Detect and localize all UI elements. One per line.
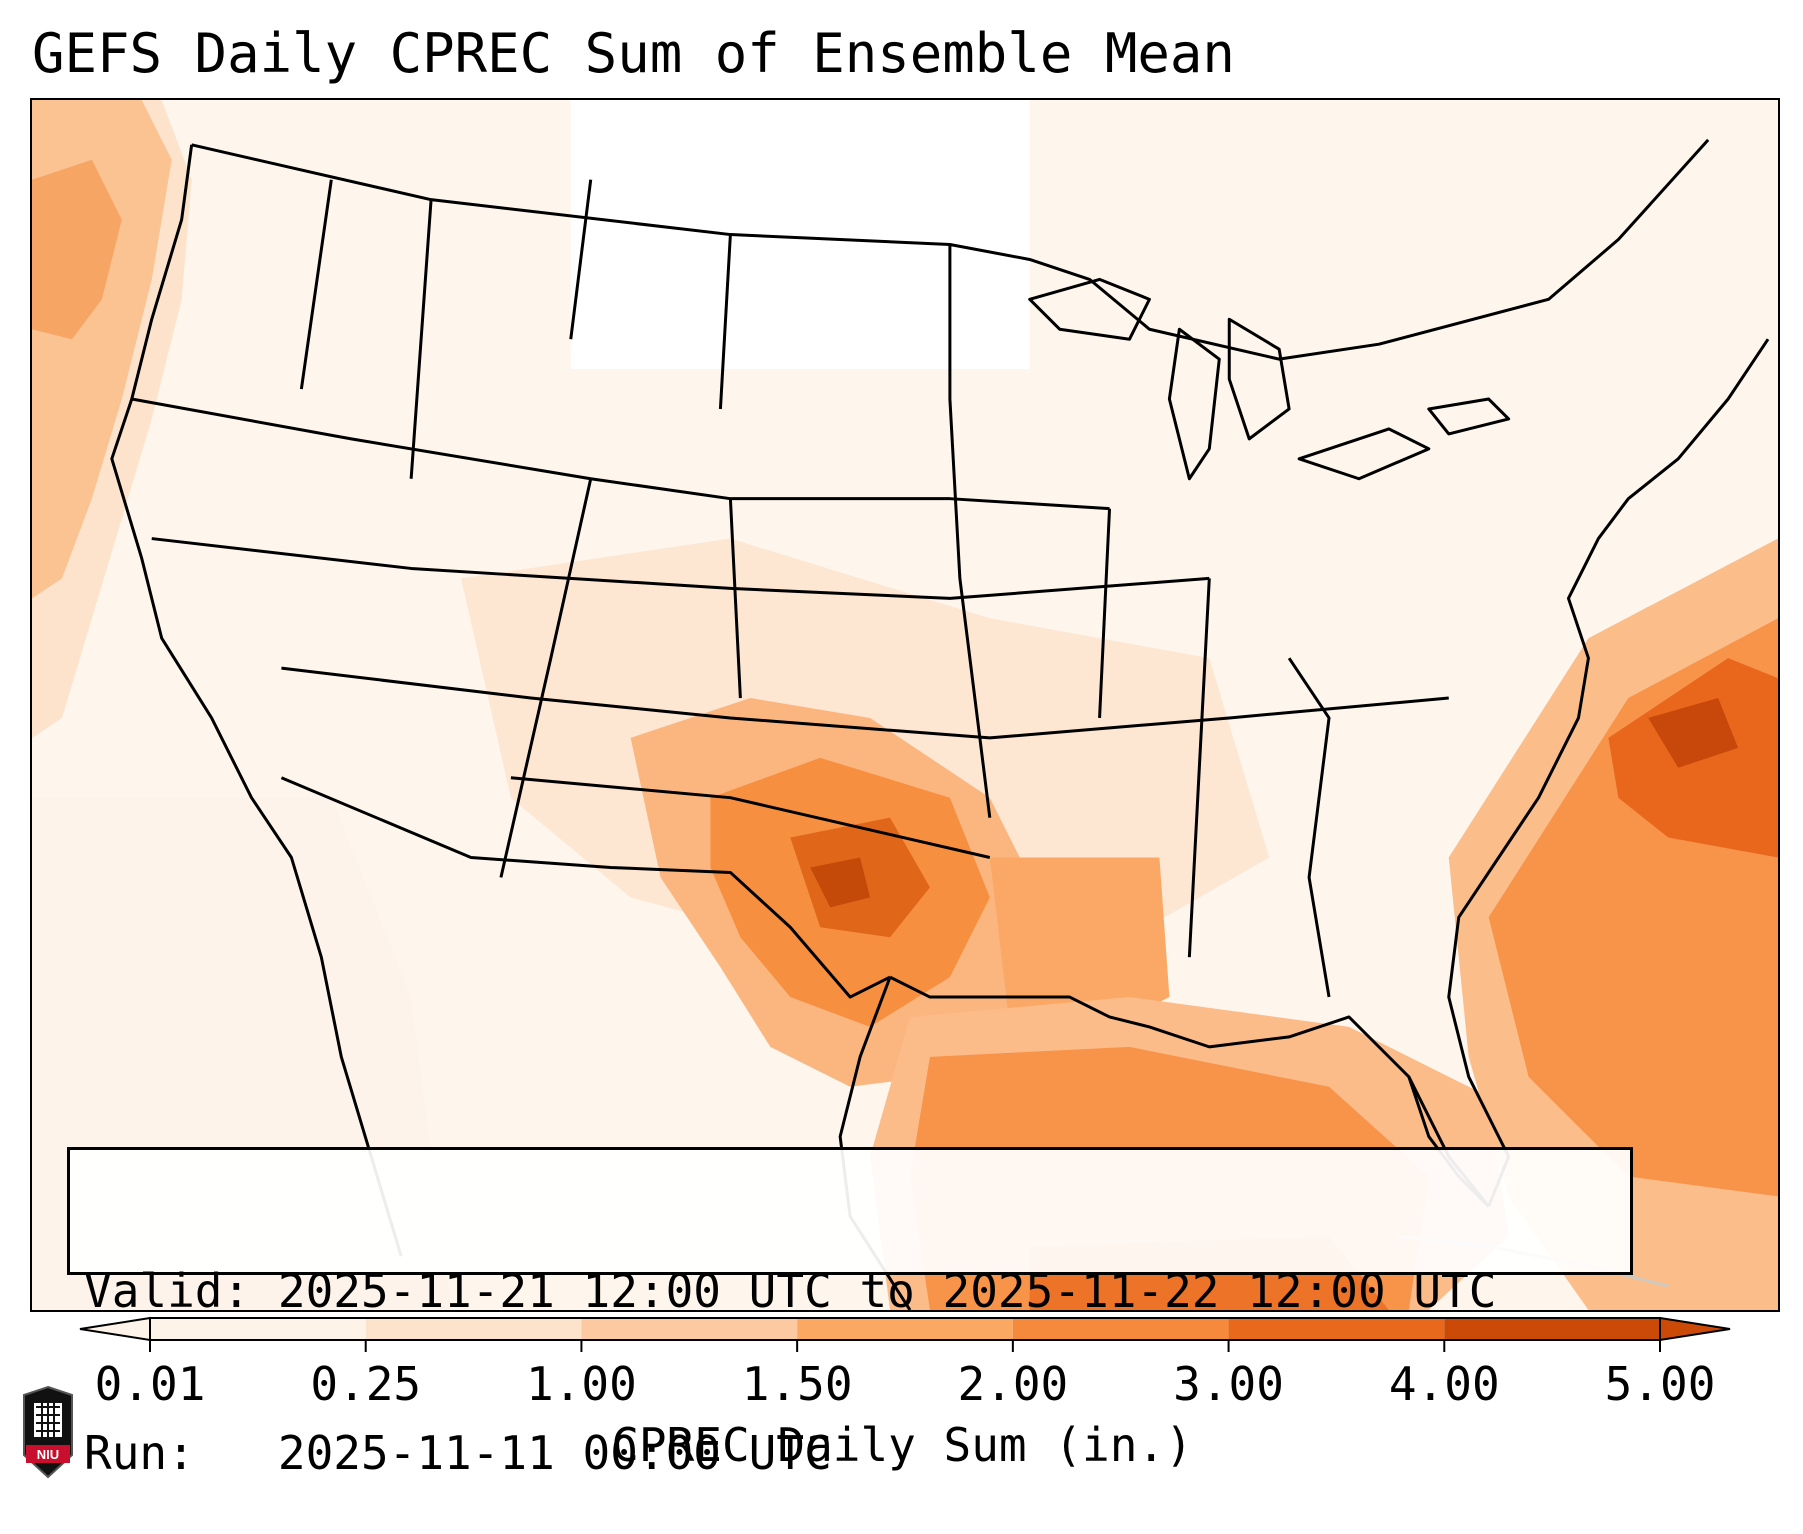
colorbar-segment bbox=[1444, 1318, 1660, 1340]
colorbar-segment bbox=[365, 1318, 582, 1340]
colorbar-tick-label: 4.00 bbox=[1388, 1357, 1500, 1411]
map-title: GEFS Daily CPREC Sum of Ensemble Mean bbox=[32, 22, 1235, 85]
us-mexico-border bbox=[280, 776, 891, 999]
run-line: Run: 2025-11-11 00:00 UTC bbox=[84, 1426, 1616, 1480]
pacific-coast bbox=[110, 144, 403, 1257]
colorbar-segment bbox=[581, 1318, 798, 1340]
valid-run-infobox: Valid: 2025-11-21 12:00 UTC to 2025-11-2… bbox=[67, 1147, 1633, 1480]
colorbar-tick-label: 5.00 bbox=[1604, 1357, 1716, 1411]
valid-line: Valid: 2025-11-21 12:00 UTC to 2025-11-2… bbox=[84, 1264, 1616, 1318]
texas-max bbox=[810, 857, 871, 908]
great-lakes bbox=[1028, 277, 1511, 481]
svg-text:NIU: NIU bbox=[37, 1447, 59, 1462]
us-canada-border bbox=[191, 138, 1710, 361]
niu-logo: NIU bbox=[23, 1385, 73, 1479]
lower-mississippi bbox=[989, 857, 1170, 1037]
state-lines-horizontal bbox=[131, 397, 1449, 859]
colorbar-tick-label: 0.01 bbox=[94, 1357, 206, 1411]
pacific-band-core bbox=[32, 159, 122, 340]
colorbar-border bbox=[149, 1317, 1661, 1341]
colorbar-extend-low bbox=[79, 1316, 151, 1342]
colorbar bbox=[79, 1316, 1731, 1352]
colorbar-tick-label: 1.50 bbox=[741, 1357, 853, 1411]
state-lines-interior bbox=[499, 478, 1331, 998]
gulf-coast bbox=[889, 975, 1490, 1208]
state-lines-vertical bbox=[299, 179, 992, 818]
boundaries bbox=[110, 138, 1770, 1310]
valid-label: Valid: bbox=[84, 1264, 251, 1318]
colorbar-tick-label: 0.25 bbox=[310, 1357, 422, 1411]
run-label: Run: bbox=[84, 1426, 195, 1480]
colorbar-extend-high bbox=[1659, 1316, 1731, 1342]
precip-map bbox=[30, 98, 1780, 1312]
colorbar-tick-label: 2.00 bbox=[957, 1357, 1069, 1411]
colorbar-segment bbox=[1012, 1318, 1229, 1340]
run-value: 2025-11-11 00:00 UTC bbox=[277, 1426, 832, 1480]
light-region-north bbox=[570, 100, 1030, 370]
valid-value: 2025-11-21 12:00 UTC to 2025-11-22 12:00… bbox=[277, 1264, 1497, 1318]
colorbar-segment bbox=[797, 1318, 1013, 1340]
colorbar-tick-label: 1.00 bbox=[526, 1357, 637, 1411]
atlantic-coast bbox=[1447, 338, 1770, 1207]
colorbar-title: CPREC Daily Sum (in.) bbox=[611, 1418, 1193, 1472]
atlantic-max bbox=[1648, 698, 1739, 768]
colorbar-segment bbox=[1228, 1318, 1445, 1340]
colorbar-tick-label: 3.00 bbox=[1173, 1357, 1284, 1411]
colorbar-segment bbox=[150, 1318, 366, 1340]
precip-map-canvas bbox=[32, 100, 1778, 1310]
